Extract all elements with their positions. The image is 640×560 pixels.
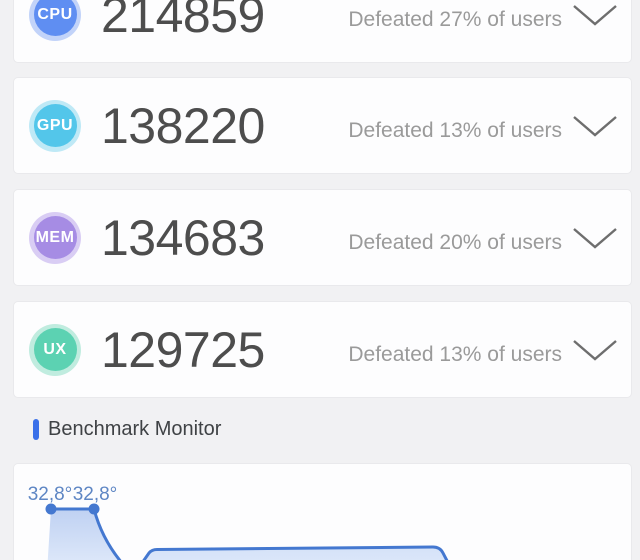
- gpu-score-value: 138220: [101, 97, 265, 154]
- ux-badge: UX: [33, 328, 77, 371]
- temperature-point: [45, 503, 57, 515]
- temperature-label: 32,8°: [73, 484, 118, 505]
- cpu-defeated-text: Defeated 27% of users: [348, 7, 562, 31]
- expand-ux-button[interactable]: [572, 338, 618, 362]
- cpu-badge: CPU: [33, 0, 77, 36]
- accent-bar: [33, 418, 39, 440]
- gpu-badge-halo: GPU: [29, 99, 81, 152]
- ux-score-value: 129725: [101, 321, 265, 378]
- mem-score-value: 134683: [101, 209, 265, 266]
- ux-badge-halo: UX: [29, 323, 81, 376]
- score-row-ux[interactable]: UX 129725 Defeated 13% of users: [13, 301, 632, 398]
- ux-defeated-text: Defeated 13% of users: [348, 342, 562, 366]
- temperature-label: 32,8°: [28, 484, 73, 505]
- gpu-defeated-text: Defeated 13% of users: [348, 118, 562, 142]
- benchmark-monitor-chart-card: 32,8° 32,8°: [13, 463, 632, 560]
- score-row-mem[interactable]: MEM 134683 Defeated 20% of users: [13, 189, 632, 286]
- score-row-gpu[interactable]: GPU 138220 Defeated 13% of users: [13, 77, 632, 174]
- temperature-plateau-area: [142, 545, 449, 560]
- temperature-peak-area: [47, 509, 120, 560]
- temperature-point: [88, 503, 100, 515]
- expand-mem-button[interactable]: [572, 226, 618, 250]
- expand-gpu-button[interactable]: [572, 114, 618, 138]
- mem-badge-halo: MEM: [29, 211, 81, 264]
- chevron-down-icon: [573, 227, 617, 249]
- benchmark-monitor-title: Benchmark Monitor: [48, 417, 222, 440]
- benchmark-monitor-header: Benchmark Monitor: [33, 418, 640, 440]
- mem-defeated-text: Defeated 20% of users: [348, 230, 562, 254]
- chevron-down-icon: [573, 115, 617, 137]
- chevron-down-icon: [573, 4, 617, 26]
- cpu-score-value: 214859: [101, 0, 265, 43]
- mem-badge: MEM: [33, 216, 77, 259]
- temperature-area-chart: 32,8° 32,8°: [28, 484, 449, 560]
- gpu-badge: GPU: [33, 104, 77, 147]
- cpu-badge-halo: CPU: [29, 0, 81, 41]
- expand-cpu-button[interactable]: [572, 3, 618, 27]
- chevron-down-icon: [573, 339, 617, 361]
- score-row-cpu[interactable]: CPU 214859 Defeated 27% of users: [13, 0, 632, 63]
